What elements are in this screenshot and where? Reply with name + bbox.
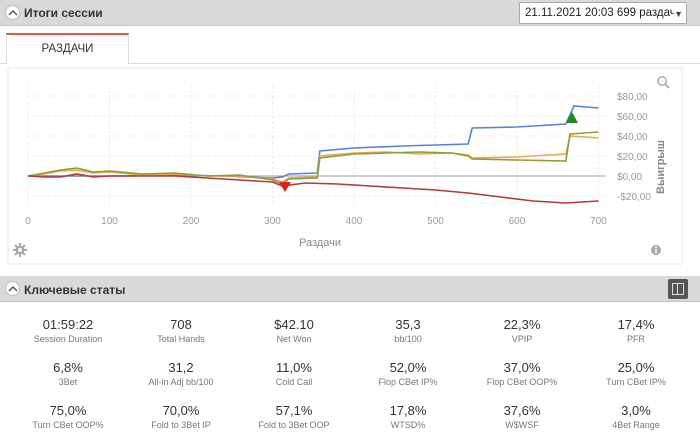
chart-panel: 0 100 200 300 400 500 600 700 $80,00 $60,00 $40,0… bbox=[0, 64, 700, 270]
stat-label: Cold Call bbox=[275, 377, 313, 387]
layout-icon[interactable] bbox=[668, 279, 688, 299]
stat-value: 11,0% bbox=[276, 360, 312, 375]
y-axis-label: Выигрыш bbox=[655, 140, 667, 194]
stat-value: 3,0% bbox=[621, 403, 651, 418]
tab-bar: РАЗДАЧИ bbox=[0, 26, 700, 65]
stat-value: 31,2 bbox=[168, 360, 194, 375]
stat-item: 35,3 bb/100 bbox=[350, 317, 466, 344]
tab-hands-label: РАЗДАЧИ bbox=[41, 43, 94, 55]
x-tick-label: 300 bbox=[264, 216, 281, 227]
stat-label: W$WSF bbox=[505, 420, 539, 430]
stat-value: 01:59:22 bbox=[42, 317, 94, 332]
stat-item: 57,1% Fold to 3Bet OOP bbox=[236, 403, 352, 430]
key-stats-header: Ключевые статы bbox=[0, 276, 700, 302]
stat-label: Net Won bbox=[276, 334, 312, 344]
stat-value: $42.10 bbox=[274, 317, 314, 332]
stat-item: 11,0% Cold Call bbox=[236, 360, 352, 387]
stat-value: 25,0% bbox=[617, 360, 655, 375]
x-tick-label: 200 bbox=[183, 216, 200, 227]
x-tick-label: 100 bbox=[101, 216, 118, 227]
stat-label: Turn CBet OOP% bbox=[32, 420, 104, 430]
stat-value: 75,0% bbox=[49, 403, 87, 418]
stat-label: Flop CBet OOP% bbox=[486, 377, 558, 387]
stat-value: 22,3% bbox=[503, 317, 541, 332]
series-line-1 bbox=[27, 135, 599, 183]
chart-frame bbox=[7, 67, 683, 265]
stat-label: 4Bet Range bbox=[612, 420, 660, 430]
chevron-down-icon: ▼ bbox=[674, 4, 683, 23]
stat-value: 37,6% bbox=[503, 403, 541, 418]
x-tick-label: 600 bbox=[509, 216, 526, 227]
series-line-0 bbox=[28, 105, 599, 179]
stat-value: 57,1% bbox=[275, 403, 313, 418]
stat-label: Fold to 3Bet OOP bbox=[258, 420, 330, 430]
stat-label: bb/100 bbox=[394, 334, 422, 344]
y-tick-label: $40,00 bbox=[617, 132, 648, 143]
session-select-value: 21.11.2021 20:03 699 раздач) bbox=[525, 7, 680, 19]
stat-label: 3Bet bbox=[58, 377, 78, 387]
stat-value: 6,8% bbox=[53, 360, 83, 375]
winnings-chart: 0 100 200 300 400 500 600 700 $80,00 $60,00 $40,0… bbox=[7, 67, 683, 265]
stat-label: VPIP bbox=[511, 334, 533, 344]
stat-item: 52,0% Flop CBet IP% bbox=[350, 360, 466, 387]
x-tick-label: 400 bbox=[346, 216, 363, 227]
stat-item: 37,0% Flop CBet OOP% bbox=[464, 360, 580, 387]
series-line-3 bbox=[27, 173, 599, 204]
key-stats-grid: 01:59:22 Session Duration 708 Total Hands $4… bbox=[0, 310, 700, 439]
stat-label: Flop CBet IP% bbox=[378, 377, 438, 387]
y-tick-label: -$20,00 bbox=[617, 192, 651, 203]
x-tick-label: 500 bbox=[427, 216, 444, 227]
stat-item: 6,8% 3Bet bbox=[10, 360, 126, 387]
x-axis-label: Раздачи bbox=[299, 237, 341, 249]
stat-item: 70,0% Fold to 3Bet IP bbox=[123, 403, 239, 430]
key-stats-title: Ключевые статы bbox=[24, 283, 126, 297]
stat-value: 17,4% bbox=[617, 317, 655, 332]
stat-label: All-in Adj bb/100 bbox=[148, 377, 214, 387]
stat-item: 31,2 All-in Adj bb/100 bbox=[123, 360, 239, 387]
y-tick-label: $60,00 bbox=[617, 112, 648, 123]
stat-value: 35,3 bbox=[395, 317, 421, 332]
x-tick-label: 0 bbox=[25, 216, 31, 227]
session-select[interactable]: 21.11.2021 20:03 699 раздач) ▼ bbox=[519, 2, 687, 24]
info-icon[interactable] bbox=[651, 245, 661, 255]
stat-label: Turn CBet IP% bbox=[606, 377, 666, 387]
session-summary-title: Итоги сессии bbox=[24, 6, 103, 20]
stat-value: 37,0% bbox=[503, 360, 541, 375]
stat-value: 708 bbox=[170, 317, 192, 332]
min-marker-icon bbox=[279, 182, 291, 192]
stat-item: 17,8% WTSD% bbox=[350, 403, 466, 430]
stat-label: PFR bbox=[627, 334, 645, 344]
stat-item: 3,0% 4Bet Range bbox=[578, 403, 694, 430]
stat-item: 17,4% PFR bbox=[578, 317, 694, 344]
stat-item: 37,6% W$WSF bbox=[464, 403, 580, 430]
session-summary-header: Итоги сессии 21.11.2021 20:03 699 раздач… bbox=[0, 0, 700, 26]
series-line-2 bbox=[27, 131, 599, 185]
collapse-chevron-icon[interactable] bbox=[5, 5, 20, 20]
stat-item: 75,0% Turn CBet OOP% bbox=[10, 403, 126, 430]
stat-value: 70,0% bbox=[162, 403, 200, 418]
max-marker-icon bbox=[566, 112, 578, 123]
y-tick-label: $20,00 bbox=[617, 152, 648, 163]
stat-item: 708 Total Hands bbox=[123, 317, 239, 344]
stat-item: 22,3% VPIP bbox=[464, 317, 580, 344]
stat-item: 25,0% Turn CBet IP% bbox=[578, 360, 694, 387]
collapse-chevron-icon[interactable] bbox=[5, 281, 20, 296]
zoom-icon[interactable] bbox=[657, 76, 670, 89]
stat-label: WTSD% bbox=[390, 420, 426, 430]
x-tick-label: 700 bbox=[590, 216, 607, 227]
stat-label: Session Duration bbox=[33, 334, 103, 344]
stat-value: 52,0% bbox=[389, 360, 427, 375]
settings-icon[interactable] bbox=[13, 243, 27, 257]
stat-item: 01:59:22 Session Duration bbox=[10, 317, 126, 344]
stat-item: $42.10 Net Won bbox=[236, 317, 352, 344]
y-tick-label: $0,00 bbox=[617, 172, 642, 183]
stat-label: Total Hands bbox=[157, 334, 205, 344]
y-tick-label: $80,00 bbox=[617, 92, 648, 103]
tab-hands[interactable]: РАЗДАЧИ bbox=[6, 33, 129, 65]
stat-value: 17,8% bbox=[389, 403, 427, 418]
stat-label: Fold to 3Bet IP bbox=[151, 420, 211, 430]
